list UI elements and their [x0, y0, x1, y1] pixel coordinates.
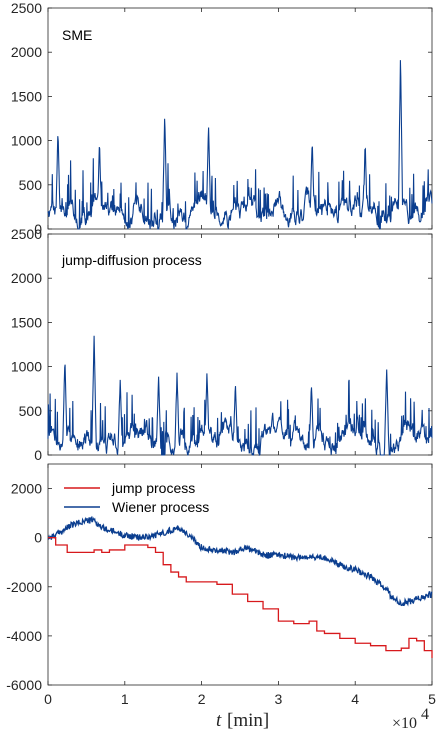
y-tick-label: 1500 [11, 314, 42, 330]
y-tick-label: 0 [34, 530, 42, 546]
y-tick-label: 500 [19, 177, 43, 193]
x-tick-label: 1 [121, 691, 129, 707]
y-tick-label: 2500 [11, 226, 42, 242]
y-tick-label: 2000 [11, 270, 42, 286]
x-multiplier-base: ×10 [392, 715, 417, 732]
x-tick-label: 4 [351, 691, 359, 707]
legend: jump process Wiener process [64, 480, 209, 515]
wiener-process-line [47, 515, 433, 607]
y-tick-label: 2000 [11, 44, 42, 60]
x-multiplier-exponent: 4 [421, 706, 429, 723]
legend-label-jump: jump process [111, 480, 195, 496]
x-label-unit: [min] [227, 710, 269, 731]
x-tick-label: 5 [428, 691, 436, 707]
y-tick-label: 1500 [11, 88, 42, 104]
y-ticks-1: 0 500 1000 1500 2000 2500 [11, 0, 433, 237]
y-tick-label: -4000 [6, 628, 42, 644]
axes-box-3 [47, 463, 433, 686]
panel-title-1: SME [62, 27, 92, 43]
panel-jump-diffusion: 0 500 1000 1500 2000 2500 jump-diffusion proc… [11, 226, 433, 463]
x-axis-label: t [min] [216, 710, 269, 731]
axes-box-2 [47, 233, 433, 456]
x-ticks-3: 0 1 2 3 4 5 [44, 464, 436, 707]
y-ticks-2: 0 500 1000 1500 2000 2500 [11, 226, 433, 463]
y-ticks-3: -6000 -4000 -2000 0 2000 [6, 481, 432, 693]
y-tick-label: 0 [34, 447, 42, 463]
y-tick-label: -2000 [6, 579, 42, 595]
y-tick-label: 1000 [11, 133, 42, 149]
panel-title-2: jump-diffusion process [61, 252, 202, 268]
y-tick-label: 2000 [11, 481, 42, 497]
jump-process-line [48, 537, 433, 658]
sme-series-line [47, 60, 433, 230]
x-tick-label: 0 [44, 691, 52, 707]
axes-box-1 [47, 7, 433, 230]
y-tick-label: 2500 [11, 0, 42, 16]
x-tick-label: 3 [275, 691, 283, 707]
jump-diffusion-series-line [47, 335, 433, 456]
x-label-variable: t [216, 710, 222, 731]
panel-components: -6000 -4000 -2000 0 2000 0 1 2 3 4 5 jump process… [6, 463, 436, 707]
y-tick-label: 500 [19, 403, 43, 419]
y-tick-label: 0 [34, 221, 42, 237]
x-tick-label: 2 [198, 691, 206, 707]
x-axis-multiplier: ×10 4 [392, 706, 429, 732]
y-tick-label: 1000 [11, 359, 42, 375]
y-tick-label: -6000 [6, 677, 42, 693]
panel-sme: 0 500 1000 1500 2000 2500 SME [11, 0, 433, 237]
legend-label-wiener: Wiener process [112, 499, 209, 515]
